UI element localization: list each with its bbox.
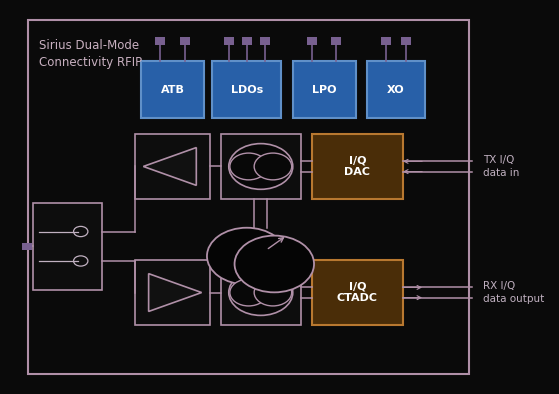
Text: I/Q
DAC: I/Q DAC bbox=[344, 156, 371, 177]
Bar bbox=[141, 61, 204, 118]
Circle shape bbox=[254, 153, 292, 180]
Bar bbox=[260, 37, 270, 45]
Text: LPO: LPO bbox=[312, 85, 337, 95]
Circle shape bbox=[235, 236, 314, 292]
Bar bbox=[312, 260, 403, 325]
Bar bbox=[135, 260, 210, 325]
Bar bbox=[212, 61, 282, 118]
Polygon shape bbox=[149, 273, 202, 311]
Bar bbox=[27, 20, 469, 374]
Bar bbox=[292, 61, 356, 118]
Text: LDOs: LDOs bbox=[231, 85, 263, 95]
Bar bbox=[224, 37, 234, 45]
Bar bbox=[221, 134, 301, 199]
Bar bbox=[242, 37, 252, 45]
Circle shape bbox=[230, 153, 267, 180]
Text: TX I/Q
data in: TX I/Q data in bbox=[483, 155, 519, 178]
Text: Sirius Dual-Mode
Connectivity RFIP: Sirius Dual-Mode Connectivity RFIP bbox=[39, 39, 142, 69]
Circle shape bbox=[230, 279, 267, 306]
Bar bbox=[307, 37, 317, 45]
Text: I/Q
CTADC: I/Q CTADC bbox=[337, 282, 378, 303]
Text: XO: XO bbox=[387, 85, 405, 95]
Bar bbox=[22, 243, 32, 250]
Bar bbox=[331, 37, 342, 45]
Circle shape bbox=[229, 269, 293, 315]
Bar bbox=[135, 134, 210, 199]
Circle shape bbox=[229, 144, 293, 190]
Text: RX I/Q
data output: RX I/Q data output bbox=[483, 281, 544, 304]
Bar bbox=[221, 260, 301, 325]
Circle shape bbox=[254, 279, 292, 306]
Bar bbox=[312, 134, 403, 199]
Bar bbox=[367, 61, 425, 118]
Text: ATB: ATB bbox=[160, 85, 184, 95]
Bar bbox=[401, 37, 411, 45]
Polygon shape bbox=[143, 147, 196, 186]
Bar bbox=[381, 37, 391, 45]
Circle shape bbox=[207, 228, 286, 284]
Bar bbox=[179, 37, 190, 45]
Bar bbox=[155, 37, 165, 45]
Bar bbox=[33, 203, 102, 290]
